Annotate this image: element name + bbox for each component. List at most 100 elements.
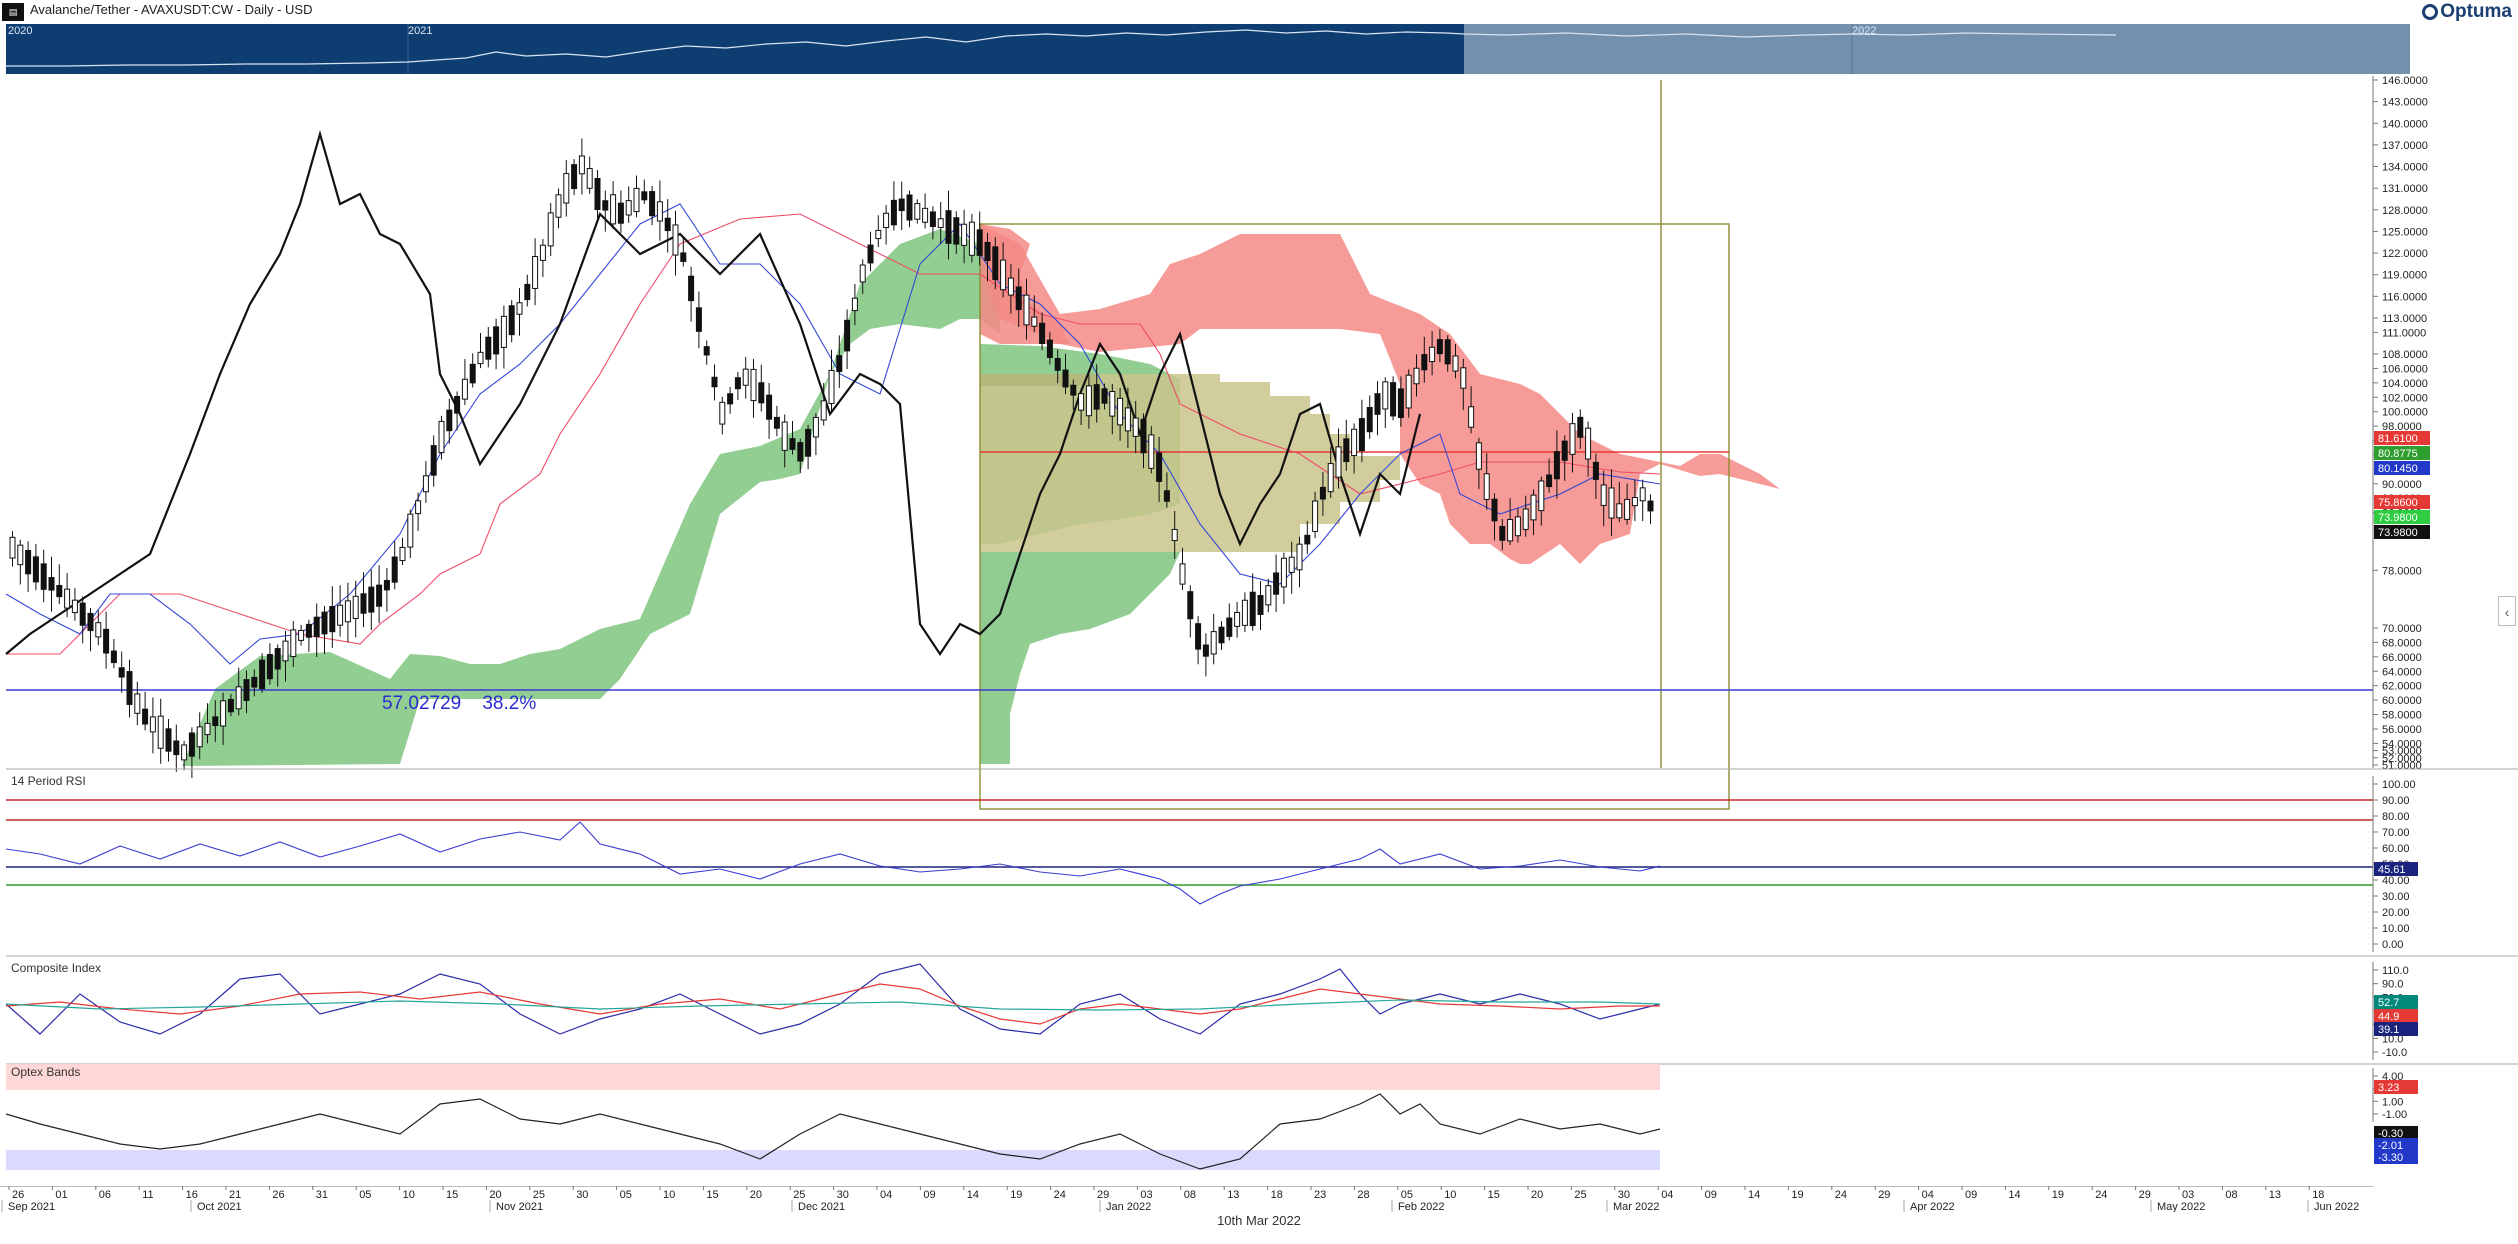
time-day-label: 25 (793, 1189, 805, 1201)
candle-body (1078, 393, 1085, 411)
time-day-label: 05 (620, 1189, 632, 1201)
time-day-label: 28 (1357, 1189, 1369, 1201)
candle-body (415, 500, 422, 515)
optex-lower-band (6, 1150, 1660, 1170)
candle-body (422, 475, 429, 493)
chart-symbol-icon[interactable]: ▤ (2, 3, 24, 21)
candle-body (1241, 599, 1248, 626)
candle-body (1031, 316, 1038, 327)
candle-body (516, 302, 523, 315)
candle-body (867, 244, 874, 264)
time-day-label: 25 (1574, 1189, 1586, 1201)
time-day-label: 26 (272, 1189, 284, 1201)
price-badge-label: 73.9800 (2378, 512, 2418, 524)
candle-body (1273, 572, 1280, 595)
candle-body (103, 628, 110, 654)
candle-body (758, 382, 765, 404)
overview-navigator[interactable]: 2020 2021 2022 (6, 24, 2410, 74)
price-badge-label: 73.9800 (2378, 527, 2418, 539)
candle-body (1514, 516, 1521, 537)
candle-body (828, 369, 835, 405)
axis-badge-label: 3.23 (2378, 1082, 2399, 1094)
candle-body (586, 168, 593, 189)
axis-badge (2374, 1022, 2418, 1036)
candle-body (1585, 427, 1592, 460)
candle-body (1132, 417, 1139, 437)
candle-body (734, 377, 741, 390)
candle-body (992, 246, 999, 281)
candle-body (220, 700, 227, 727)
composite-index-axis[interactable]: 110.090.070.050.030.010.0-10.052.744.939… (2372, 962, 2418, 1060)
chart-panes[interactable]: 57.02729 38.2% 146.0000143.0000140.00001… (0, 74, 2518, 1186)
rsi-axis[interactable]: 100.0090.0080.0070.0060.0050.0040.0030.0… (2372, 776, 2418, 952)
candle-body (149, 716, 156, 733)
time-day-label: 14 (2008, 1189, 2020, 1201)
axis-badge (2374, 1138, 2418, 1152)
price-tick-label: 128.0000 (2382, 205, 2428, 217)
candle-body (376, 584, 383, 607)
rsi-pane[interactable]: 14 Period RSI (5, 768, 2518, 905)
overview-year-label: 2021 (408, 25, 433, 37)
price-tick-label: 60.0000 (2382, 695, 2422, 707)
candle-body (79, 602, 86, 626)
candle-body (1522, 508, 1529, 530)
candle-body (56, 584, 63, 598)
candle-body (1546, 474, 1553, 488)
price-tick-label: 131.0000 (2382, 183, 2428, 195)
price-tick-label: 140.0000 (2382, 118, 2428, 130)
axis-badge (2374, 995, 2418, 1009)
price-tick-label: 111.0000 (2382, 327, 2426, 339)
candle-body (1288, 556, 1295, 573)
volume-profile (980, 224, 1400, 764)
candle-body (399, 546, 406, 562)
price-badge (2374, 431, 2430, 445)
time-day-label: 08 (1184, 1189, 1196, 1201)
candle-body (344, 600, 351, 623)
candle-body (1569, 423, 1576, 455)
time-month-label: Jun 2022 (2314, 1201, 2359, 1212)
axis-badge-label: 44.9 (2378, 1011, 2399, 1023)
time-day-label: 04 (1661, 1189, 1673, 1201)
composite-fast-ma-line (5, 983, 1660, 1025)
time-day-label: 24 (1835, 1189, 1847, 1201)
candle-body (851, 297, 858, 312)
time-month-label: Dec 2021 (798, 1201, 845, 1212)
candle-body (383, 580, 390, 591)
candle-body (243, 679, 250, 701)
candle-body (766, 394, 773, 420)
price-tick-label: 134.0000 (2382, 162, 2428, 174)
price-tick-label: 119.0000 (2382, 270, 2427, 282)
candle-body (1101, 388, 1108, 404)
candle-body (875, 229, 882, 240)
candle-body (805, 428, 812, 457)
time-day-label: 29 (1878, 1189, 1890, 1201)
candle-body (711, 376, 718, 388)
candle-body (1312, 500, 1319, 532)
chikou-span-line (5, 129, 1422, 656)
composite-index-title: Composite Index (11, 961, 101, 975)
candle-body (1616, 503, 1623, 519)
axis-tick-label: 20.00 (2382, 907, 2410, 919)
price-axis[interactable]: 146.0000 143.0000 140.0000 137.0000 134.0000… (2372, 75, 2428, 772)
optex-bands-axis[interactable]: 4.002.001.00-1.003.23-0.30-2.01-3.30 (2372, 1068, 2418, 1164)
time-axis[interactable]: 26 01 06 11 16 21 26 31 05 10 15 20 25 30 05 10 15 20 25 30… (0, 1186, 2518, 1212)
optex-bands-pane[interactable]: Optex Bands (5, 1063, 2518, 1170)
candle-body (1374, 393, 1381, 415)
composite-index-pane[interactable]: Composite Index (5, 955, 2518, 1035)
candle-body (1397, 388, 1404, 418)
price-tick-label: 62.0000 (2382, 681, 2422, 693)
chart-header: ▤ Avalanche/Tether - AVAXUSDT:CW - Daily… (0, 0, 2518, 24)
time-day-label: 19 (1791, 1189, 1803, 1201)
candle-body (789, 438, 796, 450)
price-pane[interactable]: 57.02729 38.2% (5, 76, 2373, 810)
price-tick-label: 108.0000 (2382, 349, 2428, 361)
chevron-left-icon[interactable]: ‹ (2498, 596, 2516, 626)
candle-body (1553, 451, 1560, 480)
candle-body (477, 351, 484, 365)
overview-selection-window[interactable] (1464, 24, 2410, 74)
candle-body (1124, 407, 1131, 432)
time-day-label: 24 (2095, 1189, 2107, 1201)
candle-body (118, 667, 125, 678)
candle-body (539, 244, 546, 261)
price-badge-label: 81.6100 (2378, 433, 2418, 445)
